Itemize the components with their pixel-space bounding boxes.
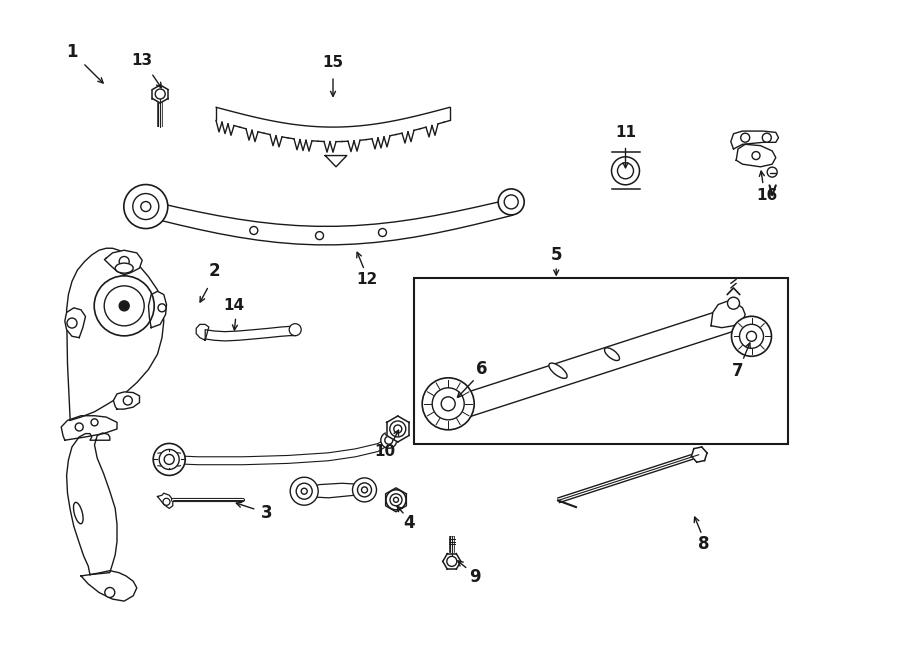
Text: 11: 11 xyxy=(615,125,636,140)
Circle shape xyxy=(119,301,130,311)
Circle shape xyxy=(386,490,406,510)
Circle shape xyxy=(104,286,144,326)
Circle shape xyxy=(67,318,77,328)
Circle shape xyxy=(163,498,170,505)
Polygon shape xyxy=(447,306,739,422)
Polygon shape xyxy=(385,488,407,512)
Circle shape xyxy=(353,478,376,502)
Circle shape xyxy=(94,276,154,336)
Circle shape xyxy=(727,297,740,309)
Circle shape xyxy=(767,167,778,177)
Text: 2: 2 xyxy=(209,262,220,281)
Text: 16: 16 xyxy=(756,188,778,203)
Circle shape xyxy=(250,226,257,234)
Circle shape xyxy=(394,425,401,433)
Circle shape xyxy=(153,444,185,475)
Circle shape xyxy=(740,324,763,348)
Circle shape xyxy=(140,201,151,212)
Text: 5: 5 xyxy=(551,246,562,264)
Text: 7: 7 xyxy=(733,361,743,380)
Circle shape xyxy=(133,193,158,220)
Polygon shape xyxy=(148,291,166,328)
Circle shape xyxy=(732,316,771,356)
Text: 14: 14 xyxy=(223,299,245,313)
Polygon shape xyxy=(731,131,778,149)
Circle shape xyxy=(381,432,397,448)
Circle shape xyxy=(441,397,455,411)
Circle shape xyxy=(124,185,167,228)
Circle shape xyxy=(159,449,179,469)
Circle shape xyxy=(158,304,166,312)
Polygon shape xyxy=(166,437,389,465)
Polygon shape xyxy=(61,416,117,440)
Circle shape xyxy=(91,419,98,426)
Polygon shape xyxy=(113,392,140,409)
Circle shape xyxy=(296,483,312,499)
Text: 4: 4 xyxy=(404,514,415,532)
Polygon shape xyxy=(65,308,86,338)
Circle shape xyxy=(390,421,406,437)
Text: 13: 13 xyxy=(131,54,153,68)
Ellipse shape xyxy=(549,363,567,379)
Ellipse shape xyxy=(74,502,83,524)
Circle shape xyxy=(422,378,474,430)
Polygon shape xyxy=(691,447,707,462)
Polygon shape xyxy=(205,326,295,341)
Circle shape xyxy=(385,436,392,444)
Polygon shape xyxy=(158,493,173,508)
Polygon shape xyxy=(140,199,513,245)
Polygon shape xyxy=(443,553,461,569)
Circle shape xyxy=(432,388,464,420)
Circle shape xyxy=(123,396,132,405)
Polygon shape xyxy=(386,416,410,442)
Polygon shape xyxy=(81,571,137,601)
Circle shape xyxy=(390,494,402,506)
Polygon shape xyxy=(152,85,168,103)
Circle shape xyxy=(752,152,760,160)
Circle shape xyxy=(316,232,323,240)
Circle shape xyxy=(499,189,524,215)
Circle shape xyxy=(741,133,750,142)
Polygon shape xyxy=(196,324,209,340)
Circle shape xyxy=(119,256,130,267)
Polygon shape xyxy=(67,433,117,575)
Polygon shape xyxy=(736,144,776,167)
Text: 8: 8 xyxy=(698,535,709,553)
Circle shape xyxy=(762,133,771,142)
Circle shape xyxy=(446,556,457,567)
Circle shape xyxy=(379,228,386,236)
Circle shape xyxy=(155,89,166,99)
Circle shape xyxy=(76,423,83,431)
Text: 10: 10 xyxy=(374,444,396,459)
Polygon shape xyxy=(711,301,745,328)
Text: 3: 3 xyxy=(261,504,272,522)
Ellipse shape xyxy=(115,263,133,273)
Polygon shape xyxy=(104,250,142,275)
Ellipse shape xyxy=(605,348,619,361)
Circle shape xyxy=(611,157,640,185)
Text: 12: 12 xyxy=(356,272,378,287)
Bar xyxy=(414,278,788,444)
Polygon shape xyxy=(67,248,164,420)
Text: 9: 9 xyxy=(470,568,481,587)
Circle shape xyxy=(104,587,115,598)
Circle shape xyxy=(362,487,367,493)
Circle shape xyxy=(393,497,399,502)
Circle shape xyxy=(617,163,634,179)
Circle shape xyxy=(302,488,307,495)
Text: 1: 1 xyxy=(67,42,77,61)
Circle shape xyxy=(504,195,518,209)
Circle shape xyxy=(290,477,319,505)
Polygon shape xyxy=(325,156,346,167)
Circle shape xyxy=(357,483,372,497)
Text: 6: 6 xyxy=(476,360,487,379)
Circle shape xyxy=(164,454,175,465)
Circle shape xyxy=(289,324,302,336)
Circle shape xyxy=(746,331,757,342)
Polygon shape xyxy=(304,483,369,498)
Text: 15: 15 xyxy=(322,56,344,70)
